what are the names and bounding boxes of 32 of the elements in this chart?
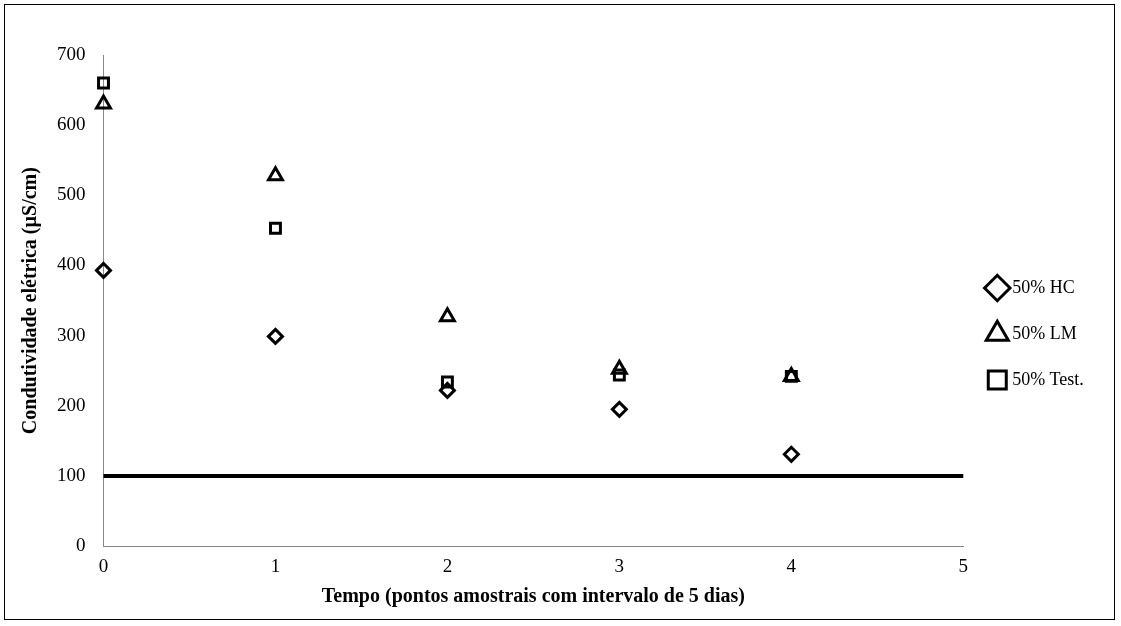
- legend-label: 50% Test.: [1012, 368, 1084, 389]
- y-tick-label: 400: [57, 253, 86, 275]
- y-tick-label: 200: [57, 393, 86, 415]
- y-tick-label: 300: [57, 323, 86, 345]
- point: [266, 327, 284, 345]
- y-tick-label: 500: [57, 183, 86, 205]
- point: [97, 76, 110, 90]
- x-tick-label: 4: [786, 554, 797, 576]
- point: [438, 381, 456, 399]
- x-tick-label: 2: [442, 554, 453, 576]
- y-axis-title: Condutividade elétrica (µS/cm): [18, 167, 42, 435]
- point: [612, 368, 626, 382]
- point: [610, 359, 628, 375]
- point: [610, 400, 628, 418]
- point: [95, 94, 112, 110]
- y-tick-label: 0: [76, 534, 86, 556]
- point: [267, 166, 284, 182]
- point: [438, 307, 456, 323]
- x-tick-label: 5: [958, 554, 969, 576]
- y-tick-label: 700: [57, 42, 86, 64]
- point: [782, 445, 800, 463]
- legend-label: 50% HC: [1012, 276, 1075, 297]
- x-tick-label: 1: [270, 554, 281, 576]
- x-tick-label: 0: [98, 554, 109, 576]
- legend-label: 50% LM: [1012, 322, 1077, 343]
- y-tick-label: 100: [57, 464, 86, 486]
- point: [95, 261, 112, 279]
- point: [269, 221, 282, 235]
- point: [440, 375, 454, 389]
- x-axis-title: Tempo (pontos amostrais com intervalo de 5 dias): [321, 584, 745, 608]
- y-tick-label: 600: [57, 113, 86, 135]
- x-tick-label: 3: [614, 554, 625, 576]
